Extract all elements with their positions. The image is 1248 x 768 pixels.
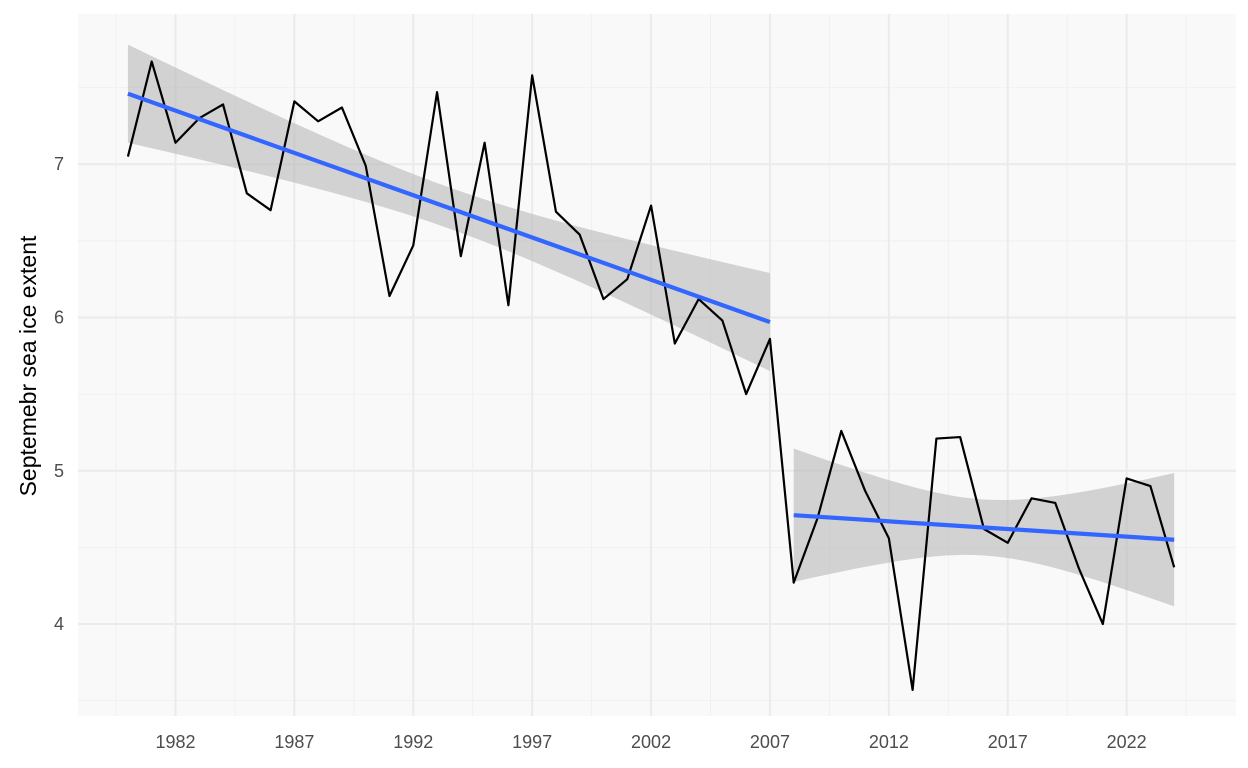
x-tick-label: 2007 bbox=[750, 732, 790, 752]
y-tick-label: 5 bbox=[54, 461, 64, 481]
y-tick-label: 4 bbox=[54, 614, 64, 634]
x-tick-label: 2012 bbox=[869, 732, 909, 752]
observed-series bbox=[126, 60, 1176, 692]
y-tick-label: 7 bbox=[54, 154, 64, 174]
y-axis-tick-labels: 4 5 6 7 bbox=[54, 154, 64, 634]
x-tick-label: 2017 bbox=[988, 732, 1028, 752]
x-tick-label: 1982 bbox=[155, 732, 195, 752]
y-axis-title: Septemebr sea ice extent bbox=[15, 235, 41, 496]
trend-line-2 bbox=[793, 513, 1175, 542]
x-tick-label: 2022 bbox=[1107, 732, 1147, 752]
observed-line bbox=[126, 60, 1176, 692]
x-tick-label: 1997 bbox=[512, 732, 552, 752]
trend-line-1 bbox=[127, 91, 771, 325]
x-axis-tick-labels: 1982 1987 1992 1997 2002 2007 2012 2017 2022 bbox=[155, 732, 1146, 752]
x-tick-label: 2002 bbox=[631, 732, 671, 752]
x-tick-label: 1987 bbox=[274, 732, 314, 752]
x-tick-label: 1992 bbox=[393, 732, 433, 752]
y-tick-label: 6 bbox=[54, 307, 64, 327]
trend-lines bbox=[127, 91, 1175, 542]
